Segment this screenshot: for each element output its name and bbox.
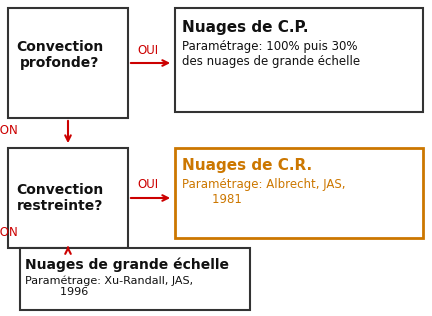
- Text: Nuages de C.P.: Nuages de C.P.: [182, 20, 308, 35]
- Text: Paramétrage: 100% puis 30%
des nuages de grande échelle: Paramétrage: 100% puis 30% des nuages de…: [182, 40, 360, 68]
- Text: NON: NON: [0, 124, 19, 137]
- Bar: [175, 148, 423, 238]
- Text: NON: NON: [0, 227, 19, 240]
- Text: Nuages de grande échelle: Nuages de grande échelle: [25, 258, 229, 272]
- Bar: [8, 8, 128, 118]
- Text: OUI: OUI: [137, 44, 159, 57]
- Text: Convection
restreinte?: Convection restreinte?: [16, 183, 104, 213]
- Text: OUI: OUI: [137, 179, 159, 191]
- Text: Paramétrage: Xu-Randall, JAS,
          1996: Paramétrage: Xu-Randall, JAS, 1996: [25, 275, 193, 297]
- Text: Paramétrage: Albrecht, JAS,
        1981: Paramétrage: Albrecht, JAS, 1981: [182, 178, 346, 206]
- Text: Convection
profonde?: Convection profonde?: [16, 40, 104, 70]
- Text: Nuages de C.R.: Nuages de C.R.: [182, 158, 312, 173]
- Bar: [175, 8, 423, 112]
- Bar: [8, 148, 128, 248]
- Bar: [20, 248, 250, 310]
